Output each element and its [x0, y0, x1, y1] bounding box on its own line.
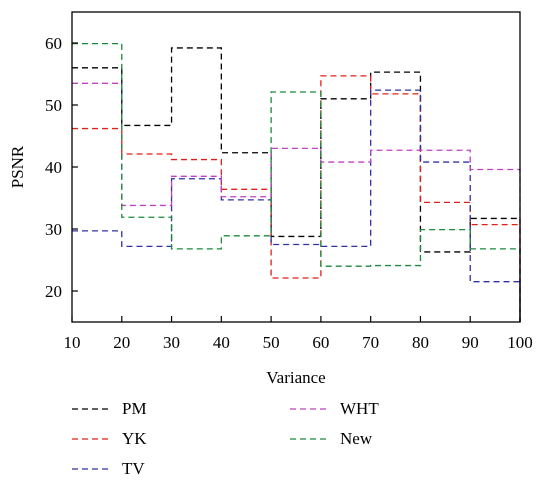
x-tick-label: 90	[462, 333, 479, 352]
series-layer	[72, 42, 521, 322]
series-wht	[72, 82, 521, 322]
x-axis-label: Variance	[266, 368, 325, 387]
x-tick-label: 60	[312, 333, 329, 352]
series-pm	[72, 47, 521, 322]
legend: PM YK TV WHT New	[72, 399, 379, 478]
y-tick-label: 40	[45, 158, 62, 177]
legend-label: WHT	[340, 399, 379, 418]
legend-item-pm: PM	[72, 399, 147, 418]
x-tick-label: 20	[113, 333, 130, 352]
y-tick-label: 20	[45, 282, 62, 301]
series-new	[72, 42, 521, 322]
legend-label: PM	[122, 399, 147, 418]
legend-item-wht: WHT	[290, 399, 379, 418]
y-tick-label: 60	[45, 34, 62, 53]
legend-item-yk: YK	[72, 429, 147, 448]
y-tick-label: 30	[45, 220, 62, 239]
x-tick-label: 40	[213, 333, 230, 352]
legend-label: TV	[122, 459, 145, 478]
ticks-layer: 10 20 30 40 50 60 70 80 90 100 20 30 40 50 60	[45, 34, 533, 352]
plot-frame	[71, 11, 521, 323]
series-line-yk	[72, 75, 521, 322]
legend-item-new: New	[290, 429, 373, 448]
series-line-pm	[72, 47, 521, 322]
legend-item-tv: TV	[72, 459, 145, 478]
series-line-new	[72, 42, 521, 322]
y-tick-label: 50	[45, 96, 62, 115]
x-tick-label: 100	[507, 333, 533, 352]
series-line-wht	[72, 82, 521, 322]
series-yk	[72, 75, 521, 322]
x-tick-label: 70	[362, 333, 379, 352]
x-tick-label: 80	[412, 333, 429, 352]
x-tick-label: 30	[163, 333, 180, 352]
legend-label: YK	[122, 429, 147, 448]
y-axis-label: PSNR	[8, 145, 27, 188]
legend-label: New	[340, 429, 373, 448]
x-tick-label: 50	[263, 333, 280, 352]
x-tick-label: 10	[64, 333, 81, 352]
